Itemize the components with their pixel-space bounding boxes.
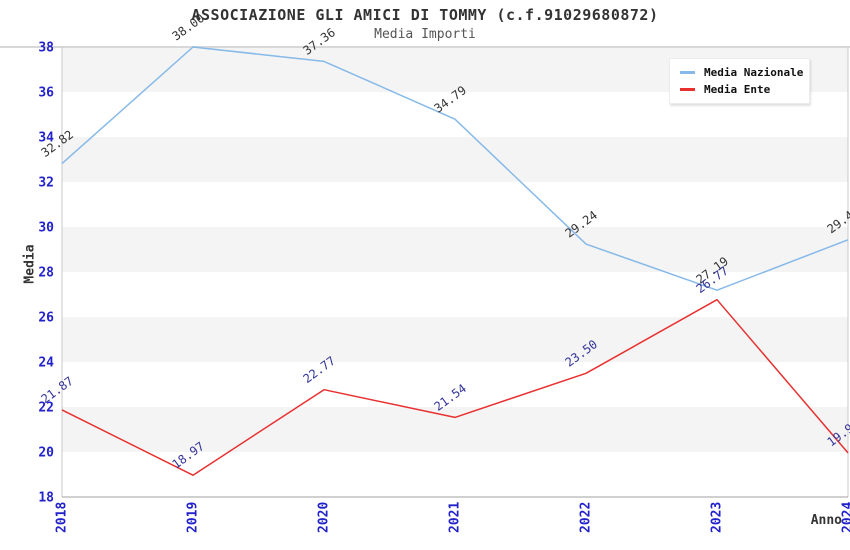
y-tick-label: 26 xyxy=(38,311,54,326)
x-tick-label: 2021 xyxy=(448,502,463,533)
x-tick-label: 2019 xyxy=(186,502,201,533)
grid-band xyxy=(62,317,848,362)
y-tick-label: 38 xyxy=(38,41,54,56)
y-tick-label: 24 xyxy=(38,356,54,371)
x-tick-label: 2020 xyxy=(317,502,332,533)
legend-swatch-media-ente-icon xyxy=(680,88,695,91)
chart-subtitle: Media Importi xyxy=(374,27,476,42)
legend-swatch-media-nazionale-icon xyxy=(680,71,695,74)
y-tick-label: 22 xyxy=(38,401,54,416)
y-tick-label: 36 xyxy=(38,86,54,101)
y-tick-label: 18 xyxy=(38,491,54,506)
legend-item-media-ente: Media Ente xyxy=(680,81,809,98)
y-tick-label: 28 xyxy=(38,266,54,281)
legend-item-media-nazionale: Media Nazionale xyxy=(680,64,809,81)
x-tick-label: 2023 xyxy=(710,502,725,533)
series-line-media-nazionale xyxy=(61,46,849,291)
grid-band xyxy=(62,272,848,317)
y-tick-label: 30 xyxy=(38,221,54,236)
y-tick-label: 34 xyxy=(38,131,54,146)
y-tick-label: 20 xyxy=(38,446,54,461)
legend-label: Media Ente xyxy=(704,83,771,96)
x-tick-label: 2022 xyxy=(579,502,594,533)
grid-band xyxy=(62,362,848,407)
series-line-media-ente xyxy=(61,298,849,476)
legend-label: Media Nazionale xyxy=(704,66,804,79)
x-tick-label: 2024 xyxy=(841,502,850,533)
x-axis-title: Anno xyxy=(810,513,842,528)
grid-band xyxy=(62,137,848,182)
grid-band xyxy=(62,227,848,272)
grid-band xyxy=(62,182,848,227)
x-tick-label: 2018 xyxy=(55,502,70,533)
legend: Media Nazionale Media Ente xyxy=(669,58,810,104)
chart-title: ASSOCIAZIONE GLI AMICI DI TOMMY (c.f.910… xyxy=(191,6,659,24)
y-axis-title: Media xyxy=(22,244,38,284)
y-tick-label: 32 xyxy=(38,176,54,191)
grid-band xyxy=(62,407,848,452)
